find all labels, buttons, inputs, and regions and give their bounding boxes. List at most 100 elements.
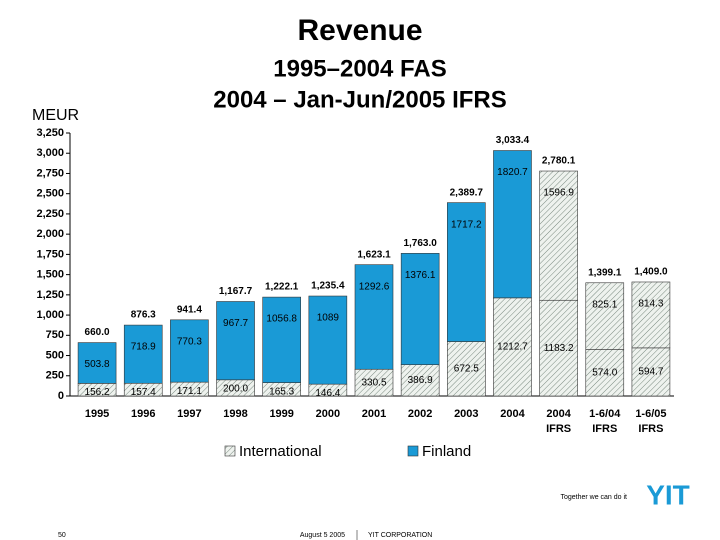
y-tick-label: 2,000 [36,228,64,240]
total-label: 1,409.0 [634,267,668,278]
value-label: 574.0 [592,367,617,378]
footer-company: YIT CORPORATION [368,532,432,539]
bar-segment [493,150,532,299]
total-label: 941.4 [177,304,202,315]
x-tick-label: 1999 [269,408,293,420]
x-tick-label-line: IFRS [546,423,571,435]
bar-segment [123,324,163,384]
value-label: 770.3 [177,336,202,347]
y-axis-label: MEUR [32,107,79,124]
chart-subtitle: 2004 – Jan-Jun/2005 IFRS [213,86,506,113]
value-label: 967.7 [223,318,248,329]
y-tick-label: 3,000 [36,147,64,159]
y-tick-label: 1,250 [36,289,64,301]
bar-segment [170,319,209,383]
y-tick-label: 2,750 [36,167,64,179]
x-tick-label: 2004 [500,408,525,420]
x-tick-label: 2004 IFRS [546,408,572,435]
bar-segment [262,296,301,383]
total-label: 876.3 [131,310,156,321]
bar-segment [631,281,671,349]
value-label: 156.2 [85,387,110,398]
bar-segment [493,297,532,397]
bar-segment [539,170,578,301]
logo: YIT [646,479,690,510]
footer-date: August 5 2005 [300,532,345,539]
value-label: 165.3 [269,386,294,397]
slogan: Together we can do it [560,494,627,501]
value-label: 386.9 [408,375,433,386]
value-label: 1089 [317,313,340,324]
value-label: 825.1 [592,299,617,310]
bar-segment [585,282,625,350]
chart-title: Revenue [297,14,422,47]
value-label: 1183.2 [544,343,574,354]
bar-segment [447,202,486,342]
x-tick-label: 1998 [223,408,247,420]
bar-segment [631,347,671,397]
value-label: 672.5 [454,363,479,374]
total-label: 2,780.1 [542,156,576,167]
bar-segment [400,253,440,365]
y-tick-label: 2,500 [36,188,64,200]
y-tick-label: 3,250 [36,127,64,139]
y-tick-label: 0 [58,390,64,402]
total-label: 660.0 [85,327,110,338]
bar-segment [77,342,117,384]
y-tick-label: 500 [46,349,64,361]
x-tick-label: 1996 [131,408,155,420]
y-tick-label: 1,000 [36,309,64,321]
total-label: 1,167.7 [219,286,253,297]
x-tick-label-line: IFRS [638,423,663,435]
bar-segment [308,295,348,385]
y-tick-label: 750 [46,329,64,341]
total-label: 1,623.1 [357,249,391,260]
x-tick-label-line: 1-6/04 [589,408,621,420]
chart-subtitle: 1995–2004 FAS [273,55,446,82]
y-tick-label: 250 [46,370,64,382]
value-label: 718.9 [131,342,156,353]
bar-segment [585,349,625,397]
total-label: 3,033.4 [496,135,530,146]
bar-segment [447,341,486,397]
x-tick-label: 2002 [408,408,432,420]
legend-swatch [224,445,236,457]
x-tick-label-line: 1-6/05 [635,408,666,420]
y-tick-label: 1,750 [36,248,64,260]
x-tick-label: 1995 [85,408,109,420]
x-tick-label: 2001 [362,408,386,420]
value-label: 330.5 [361,377,386,388]
y-tick-label: 1,500 [36,269,64,281]
value-label: 1596.9 [543,188,574,199]
legend-label: Finland [422,443,471,460]
value-label: 157.4 [131,387,156,398]
x-tick-label-line: 2004 [546,408,571,420]
total-label: 1,222.1 [265,282,299,293]
value-label: 1717.2 [451,219,482,230]
bar-segment [216,301,255,381]
value-label: 1292.6 [359,281,390,292]
bar-segment [539,299,578,397]
bar-segment [354,264,394,370]
x-tick-label: 1997 [177,408,201,420]
x-tick-label: 2000 [316,408,340,420]
page-number: 50 [58,532,66,539]
value-label: 594.7 [638,367,663,378]
value-label: 171.1 [177,386,202,397]
total-label: 1,763.0 [403,238,437,249]
x-tick-label-line: IFRS [592,423,617,435]
bar-segment [354,368,394,397]
value-label: 1056.8 [266,314,297,325]
total-label: 1,235.4 [311,281,345,292]
legend-swatch [407,445,419,457]
legend-label: International [239,443,322,460]
total-label: 1,399.1 [588,267,622,278]
value-label: 200.0 [223,383,248,394]
value-label: 1212.7 [497,342,528,353]
y-tick-label: 2,250 [36,208,64,220]
value-label: 814.3 [638,299,663,310]
x-tick-label: 1-6/05 IFRS [635,408,666,435]
value-label: 1376.1 [405,270,436,281]
x-tick-label: 2003 [454,408,478,420]
